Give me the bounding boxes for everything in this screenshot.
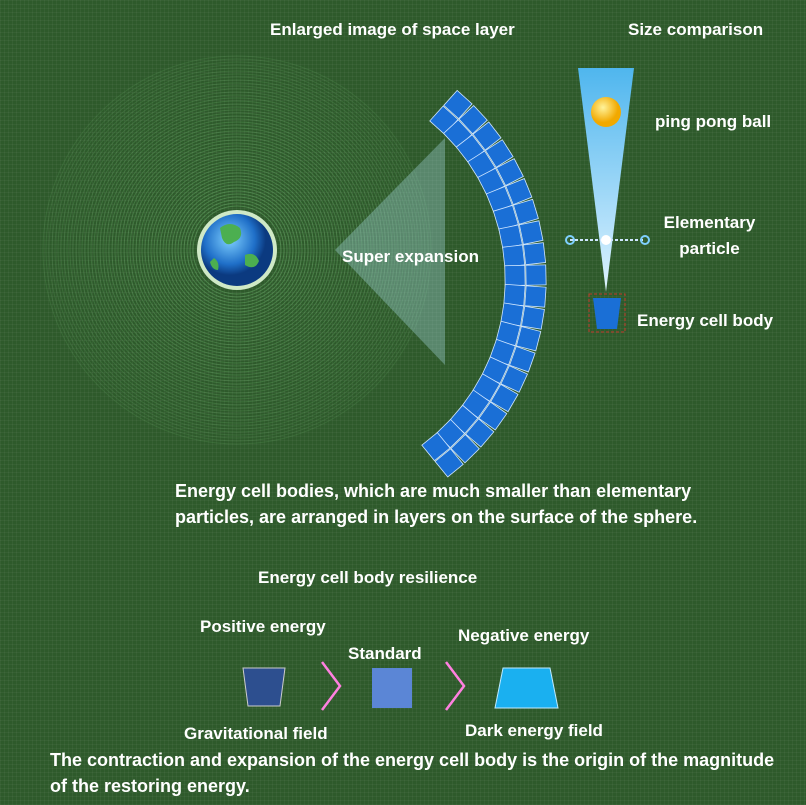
particle xyxy=(601,235,611,245)
expanded-cell xyxy=(495,668,558,708)
arrow xyxy=(446,662,464,710)
footer: The contraction and expansion of the ene… xyxy=(50,747,790,799)
label: Elementary particle xyxy=(652,210,767,262)
arrow xyxy=(322,662,340,710)
label: Negative energy xyxy=(458,625,589,647)
size-title: Size comparison xyxy=(628,19,763,41)
label: Positive energy xyxy=(200,616,326,638)
earth xyxy=(201,214,273,286)
contracted-cell xyxy=(243,668,285,706)
ping-pong-ball xyxy=(591,97,621,127)
cell xyxy=(516,327,540,351)
page: Enlarged image of space layer Size compa… xyxy=(0,0,806,805)
cell-body xyxy=(593,298,621,329)
section-title: Energy cell body resilience xyxy=(258,567,477,589)
standard-cell xyxy=(372,668,412,708)
title: Enlarged image of space layer xyxy=(270,19,515,41)
label: Energy cell body xyxy=(637,310,773,332)
label: Gravitational field xyxy=(184,723,328,745)
cell xyxy=(503,245,525,267)
label: Super expansion xyxy=(342,246,479,268)
cell xyxy=(505,265,525,285)
cell xyxy=(519,221,543,245)
cell xyxy=(523,243,545,265)
label: Dark energy field xyxy=(465,720,603,742)
description: Energy cell bodies, which are much small… xyxy=(175,478,775,530)
cell xyxy=(504,284,525,305)
cell xyxy=(525,286,546,307)
label: Standard xyxy=(348,643,422,665)
cell xyxy=(526,265,546,285)
label: ping pong ball xyxy=(655,111,771,133)
cell xyxy=(521,306,544,329)
